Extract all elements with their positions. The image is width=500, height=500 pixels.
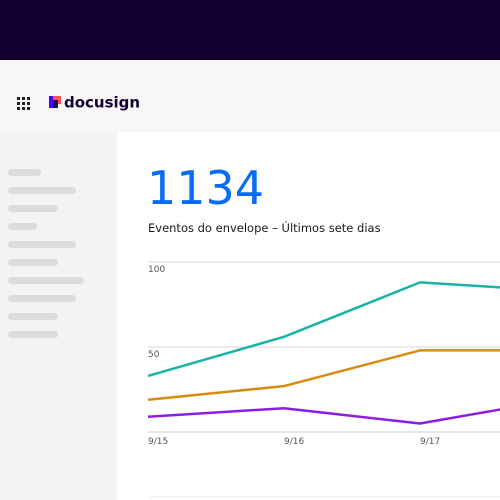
x-tick-label: 9/16 <box>284 437 304 447</box>
chart: 50 100 9/15 9/16 9/17 <box>147 261 500 447</box>
sidebar-placeholders <box>8 169 84 338</box>
metric-label: Eventos do envelope – Últimos sete dias <box>148 220 381 235</box>
x-tick-label: 9/17 <box>420 437 440 447</box>
y-tick-label: 100 <box>148 265 165 275</box>
series-line <box>147 349 500 401</box>
series-line <box>147 406 500 425</box>
brand[interactable]: docusign <box>64 94 140 112</box>
metric-value: 1134 <box>147 161 264 215</box>
header <box>0 60 500 132</box>
apps-icon[interactable] <box>17 97 30 110</box>
x-tick-label: 9/15 <box>148 437 168 447</box>
y-tick-label: 50 <box>148 350 160 360</box>
logo-icon <box>49 96 61 108</box>
top-bar <box>0 0 500 60</box>
series-line <box>147 281 500 378</box>
